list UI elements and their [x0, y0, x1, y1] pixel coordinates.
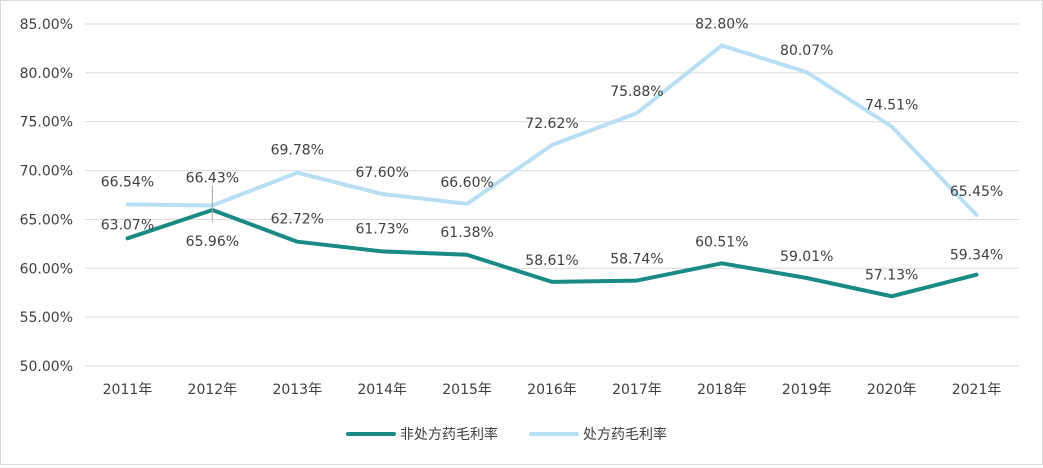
y-tick-label: 50.00% — [20, 359, 73, 375]
x-tick-label: 2017年 — [612, 382, 662, 398]
data-label-otc: 61.73% — [355, 221, 408, 237]
y-tick-label: 70.00% — [20, 164, 73, 180]
data-label-rx: 66.60% — [440, 175, 493, 191]
y-tick-label: 65.00% — [20, 212, 73, 228]
data-label-otc: 62.72% — [271, 212, 324, 228]
data-label-rx: 74.51% — [865, 98, 918, 114]
x-tick-label: 2019年 — [782, 382, 832, 398]
data-label-otc: 58.74% — [610, 252, 663, 268]
x-tick-label: 2020年 — [867, 382, 917, 398]
y-tick-label: 80.00% — [20, 66, 73, 82]
data-label-rx: 69.78% — [271, 143, 324, 159]
data-label-rx: 75.88% — [610, 84, 663, 100]
x-tick-label: 2016年 — [527, 382, 577, 398]
x-tick-label: 2012年 — [188, 382, 238, 398]
x-tick-label: 2018年 — [697, 382, 747, 398]
y-tick-label: 55.00% — [20, 310, 73, 326]
y-tick-label: 85.00% — [20, 17, 73, 33]
data-label-otc: 63.07% — [101, 217, 154, 233]
y-tick-label: 75.00% — [20, 115, 73, 131]
data-label-rx: 65.45% — [950, 184, 1003, 200]
series-line-rx-margin — [125, 43, 979, 217]
y-tick-label: 60.00% — [20, 261, 73, 277]
x-tick-label: 2013年 — [272, 382, 322, 398]
data-label-rx: 66.54% — [101, 174, 154, 190]
data-label-otc: 60.51% — [695, 234, 748, 250]
x-tick-label: 2011年 — [103, 382, 153, 398]
data-label-rx: 72.62% — [525, 116, 578, 132]
data-label-rx: 82.80% — [695, 16, 748, 32]
data-label-otc: 59.34% — [950, 248, 1003, 264]
x-tick-label: 2015年 — [442, 382, 492, 398]
x-tick-label: 2021年 — [952, 382, 1002, 398]
data-label-otc: 57.13% — [865, 267, 918, 283]
series-line-otc-margin — [125, 208, 979, 299]
data-label-rx: 66.43% — [186, 170, 239, 186]
legend-label-rx: 处方药毛利率 — [583, 426, 667, 443]
data-label-rx: 67.60% — [355, 165, 408, 181]
x-tick-label: 2014年 — [357, 382, 407, 398]
data-label-otc: 59.01% — [780, 249, 833, 265]
data-label-rx: 80.07% — [780, 43, 833, 59]
data-label-otc: 65.96% — [186, 234, 239, 250]
data-label-otc: 61.38% — [440, 225, 493, 241]
data-label-otc: 58.61% — [525, 253, 578, 269]
legend-label-otc: 非处方药毛利率 — [400, 426, 498, 443]
